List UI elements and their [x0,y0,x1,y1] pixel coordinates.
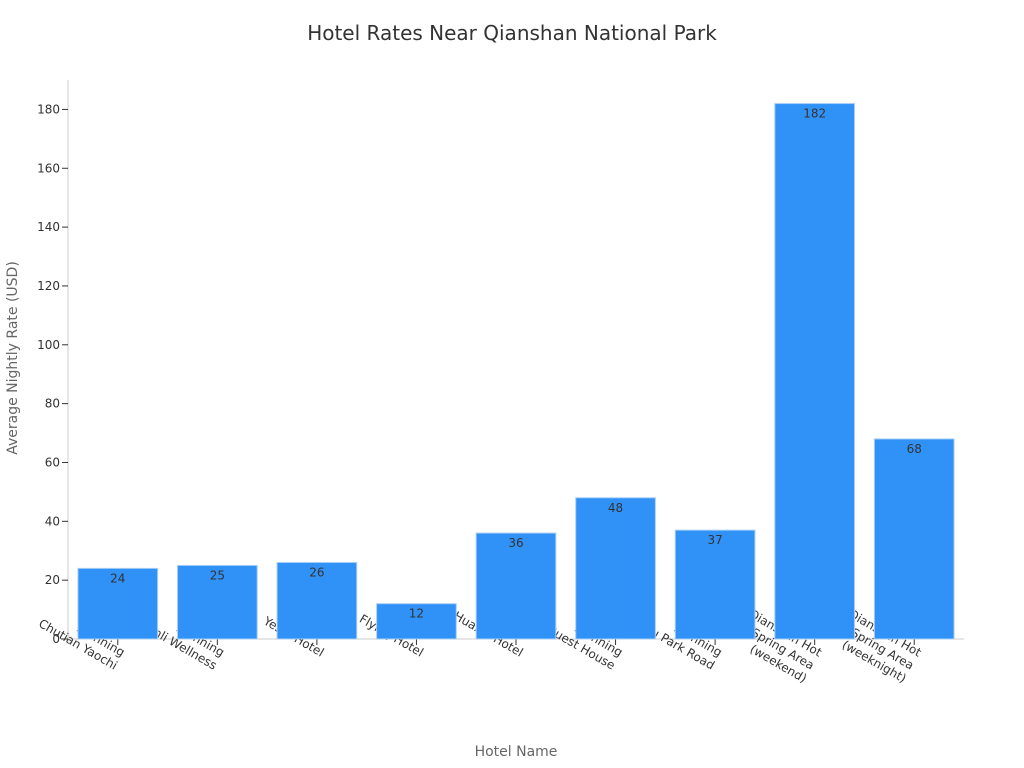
bar [873,438,955,640]
bar [276,562,358,640]
bar [674,529,756,640]
bar [575,497,656,640]
bar-value-label: 12 [409,607,424,621]
bar [376,603,457,640]
bar-value-label: 36 [508,536,523,550]
y-tick-label: 0 [52,632,60,646]
bar-value-label: 48 [608,501,623,515]
y-axis-title: Average Nightly Rate (USD) [5,261,21,455]
y-tick-label: 100 [37,338,60,352]
bar-value-label: 24 [110,571,125,585]
bar-value-label: 25 [210,568,225,582]
bar [774,103,855,640]
bar-value-label: 68 [907,442,922,456]
bar-value-label: 37 [707,533,722,547]
y-tick-label: 40 [45,514,60,528]
x-axis-title: Hotel Name [475,744,558,760]
bar [475,532,557,640]
bar-value-label: 26 [309,566,324,580]
bar-value-label: 182 [803,107,826,121]
bar [177,564,258,640]
y-tick-label: 140 [37,220,60,234]
y-tick-label: 180 [37,102,60,116]
y-tick-label: 20 [45,573,60,587]
y-tick-label: 80 [45,397,60,411]
bar [77,567,159,640]
y-tick-label: 160 [37,161,60,175]
bars-group: 24 25 26 12 36 48 37 182 68 [77,103,955,640]
chart-title: Hotel Rates Near Qianshan National Park [307,21,717,45]
y-tick-label: 120 [37,279,60,293]
y-tick-label: 60 [45,455,60,469]
